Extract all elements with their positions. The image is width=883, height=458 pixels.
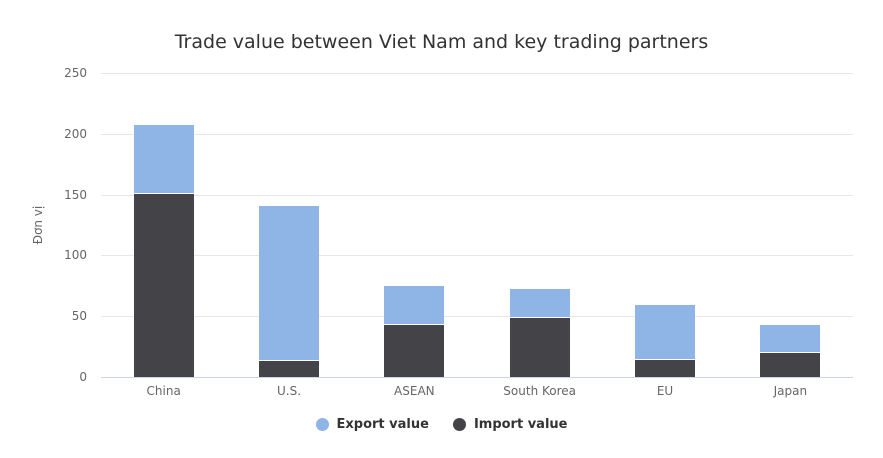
bar-import-segment[interactable] xyxy=(384,324,445,377)
y-tick-label: 50 xyxy=(71,309,87,324)
gridline xyxy=(101,255,853,257)
x-axis-line xyxy=(101,377,853,378)
bar-stack[interactable] xyxy=(509,288,570,377)
bar-export-segment[interactable] xyxy=(259,205,319,360)
import-dot-icon xyxy=(452,418,466,431)
bar-export-segment[interactable] xyxy=(133,124,194,194)
bar-import-segment[interactable] xyxy=(509,316,570,377)
bar-export-segment[interactable] xyxy=(384,285,445,325)
bar-export-segment[interactable] xyxy=(760,325,821,352)
legend-item-import[interactable]: Import value xyxy=(452,417,568,432)
x-tick-label: ASEAN xyxy=(394,384,435,398)
chart-title: Trade value between Viet Nam and key tra… xyxy=(174,31,709,53)
x-tick-label: U.S. xyxy=(276,384,302,398)
legend-label-export: Export value xyxy=(336,417,429,432)
x-tick-label: EU xyxy=(656,384,674,398)
gridline xyxy=(101,73,853,74)
y-tick-label: 250 xyxy=(64,66,87,80)
legend-item-export[interactable]: Export value xyxy=(315,417,429,432)
plot-area xyxy=(101,73,853,378)
y-tick-label: 150 xyxy=(64,187,87,202)
y-tick-label: 100 xyxy=(64,248,87,263)
bar-stack[interactable] xyxy=(635,304,695,377)
bar-import-segment[interactable] xyxy=(635,359,695,377)
x-tick-label: China xyxy=(146,384,181,398)
bar-export-segment[interactable] xyxy=(635,304,695,360)
gridline xyxy=(101,316,853,318)
legend-label-import: Import value xyxy=(473,417,568,432)
gridline xyxy=(101,194,853,196)
gridline xyxy=(101,133,853,135)
bar-stack[interactable] xyxy=(133,124,194,377)
export-dot-icon xyxy=(315,418,329,431)
y-axis-label: Đơn vị xyxy=(31,205,45,245)
bar-export-segment[interactable] xyxy=(509,288,570,317)
y-tick-label: 200 xyxy=(64,126,87,141)
bar-stack[interactable] xyxy=(384,285,445,377)
x-tick-label: South Korea xyxy=(503,384,577,398)
bar-import-segment[interactable] xyxy=(259,359,319,377)
bar-stack[interactable] xyxy=(259,205,319,377)
bar-stack[interactable] xyxy=(760,325,821,377)
x-tick-label: Japan xyxy=(773,384,808,398)
legend: Export value Import value xyxy=(0,417,883,432)
y-tick-label: 0 xyxy=(79,370,87,384)
bar-import-segment[interactable] xyxy=(760,351,821,377)
bar-import-segment[interactable] xyxy=(133,193,194,377)
